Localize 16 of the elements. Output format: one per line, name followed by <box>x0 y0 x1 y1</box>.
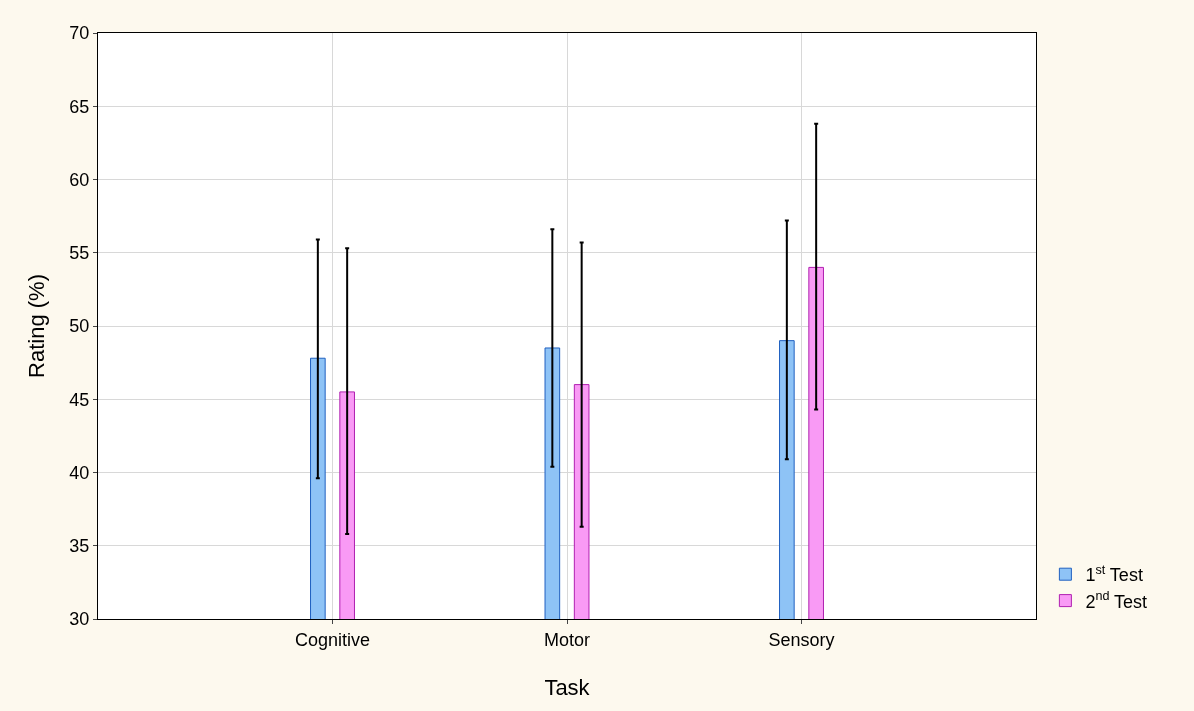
y-tick-label: 50 <box>69 316 90 337</box>
y-tick-label: 65 <box>69 96 90 117</box>
y-tick-label: 30 <box>69 609 90 630</box>
x-tick-label: Sensory <box>768 629 835 650</box>
x-tick-label: Cognitive <box>294 629 371 650</box>
y-tick-label: 40 <box>69 462 90 483</box>
y-axis-title: Rating (%) <box>24 274 49 378</box>
y-tick-label: 70 <box>69 23 90 44</box>
x-axis-title: Task <box>544 675 591 700</box>
y-tick-label: 35 <box>69 536 90 557</box>
y-tick-label: 55 <box>69 243 90 264</box>
y-tick-label: 45 <box>69 389 90 410</box>
legend-label: 1$^{st}$ Test <box>1085 562 1143 586</box>
x-tick-label: Motor <box>543 629 591 650</box>
legend-label: 2$^{nd}$ Test <box>1085 589 1148 612</box>
y-tick-label: 60 <box>69 169 90 190</box>
